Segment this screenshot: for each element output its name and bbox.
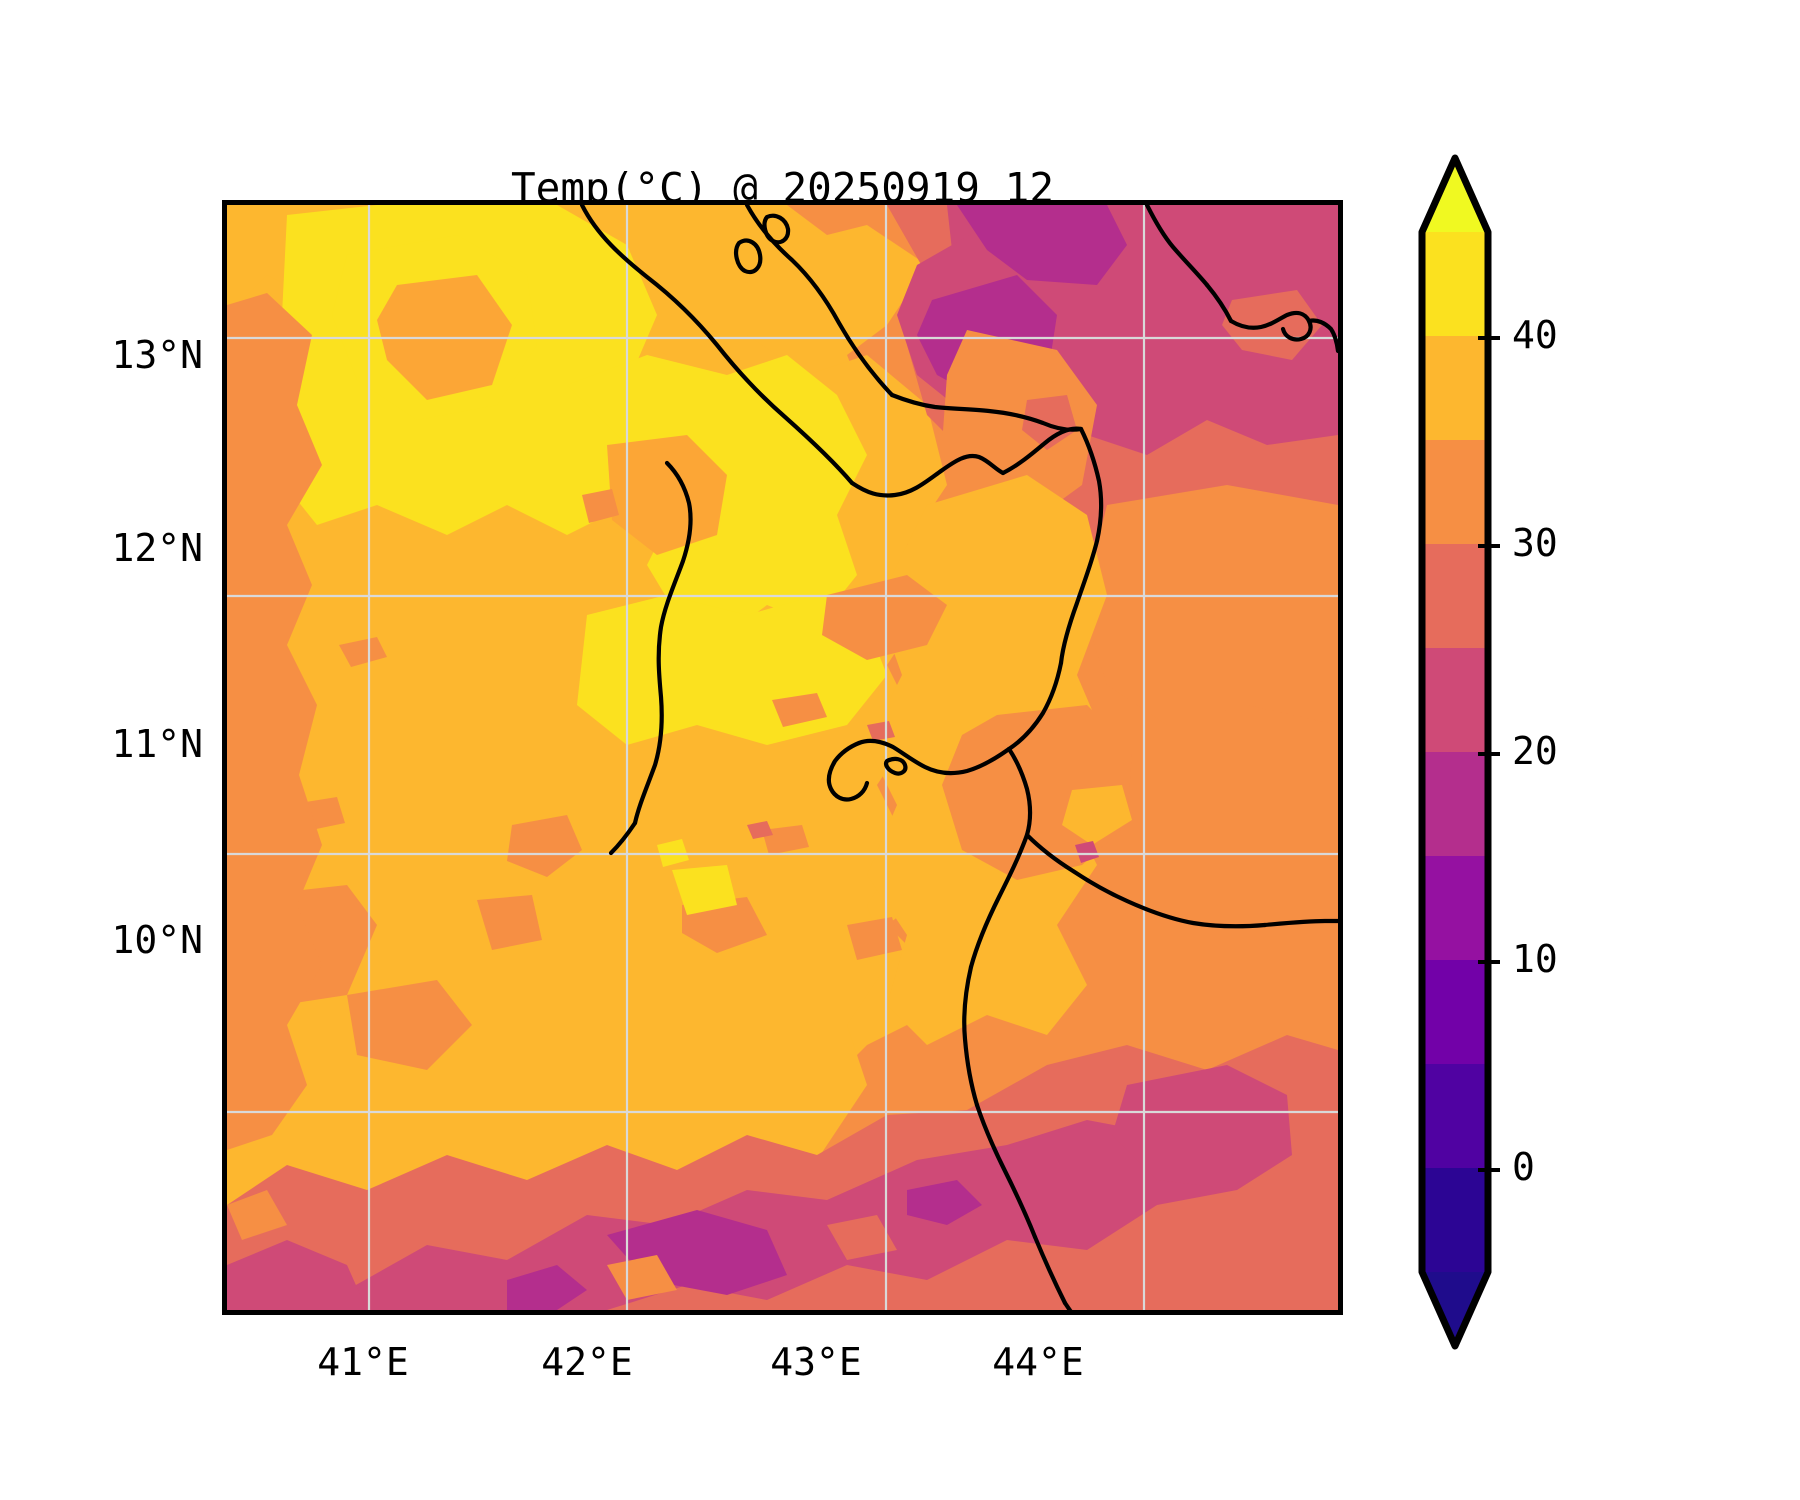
colorbar-band-15-20 <box>1422 752 1488 856</box>
colorbar-band-10-15 <box>1422 856 1488 960</box>
colorbar-tick-label-10: 10 <box>1512 937 1558 981</box>
contour-patch-30-35-north <box>942 330 1097 525</box>
colorbar-extend-min-arrow <box>1422 1272 1488 1346</box>
coastline-and-borders <box>579 205 1338 1310</box>
contour-speck-djibouti <box>1075 841 1099 863</box>
colorbar-tick-label-0: 0 <box>1512 1145 1535 1189</box>
colorbar[interactable] <box>1418 154 1492 1350</box>
colorbar-band-40-45 <box>1422 232 1488 336</box>
colorbar-band-0-5 <box>1422 1064 1488 1168</box>
colorbar-band-minus5-0 <box>1422 1168 1488 1272</box>
xtick-label-43E: 43°E <box>770 1340 862 1384</box>
colorbar-band-30-35 <box>1422 440 1488 544</box>
xtick-label-42E: 42°E <box>541 1340 633 1384</box>
colorbar-tick-label-20: 20 <box>1512 729 1558 773</box>
contour-band-30-35-east <box>1082 485 1338 725</box>
colorbar-tick-label-30: 30 <box>1512 521 1558 565</box>
contour-patch-djibouti-inner <box>1062 785 1132 845</box>
map-clip <box>227 205 1338 1310</box>
contour-speck-center2 <box>747 821 773 839</box>
contour-intrusions-south <box>227 1190 897 1300</box>
colorbar-tickmark-20 <box>1478 752 1500 756</box>
colorbar-band-35-40 <box>1422 336 1488 440</box>
contour-patch-25-30-north-core <box>1022 395 1077 450</box>
contour-ribbon-west <box>227 293 322 1150</box>
colorbar-swatches <box>1418 154 1492 1350</box>
colorbar-band-20-25 <box>1422 648 1488 752</box>
contour-patch-20-25-southeast <box>1112 1065 1292 1190</box>
contour-band-20-25-south-west <box>227 1240 367 1310</box>
map-gridlines <box>227 205 1338 1310</box>
xtick-label-41E: 41°E <box>317 1340 409 1384</box>
colorbar-outline <box>1418 154 1492 1350</box>
ytick-label-12N: 12°N <box>111 526 203 570</box>
ytick-label-11N: 11°N <box>111 722 203 766</box>
contour-band-20-25-south <box>347 1105 1277 1310</box>
colorbar-band-25-30 <box>1422 544 1488 648</box>
temperature-contour-map <box>227 205 1338 1310</box>
colorbar-tick-label-40: 40 <box>1512 313 1558 357</box>
colorbar-extend-max-arrow <box>1422 158 1488 232</box>
xtick-label-44E: 44°E <box>992 1340 1084 1384</box>
colorbar-tickmark-40 <box>1478 336 1500 340</box>
colorbar-tickmark-10 <box>1478 960 1500 964</box>
colorbar-band-5-10 <box>1422 960 1488 1064</box>
ytick-label-13N: 13°N <box>111 333 203 377</box>
colorbar-tickmark-0 <box>1478 1168 1500 1172</box>
map-axes <box>222 200 1343 1315</box>
ytick-label-10N: 10°N <box>111 918 203 962</box>
contour-speck-center <box>867 721 895 741</box>
colorbar-tickmark-30 <box>1478 544 1500 548</box>
